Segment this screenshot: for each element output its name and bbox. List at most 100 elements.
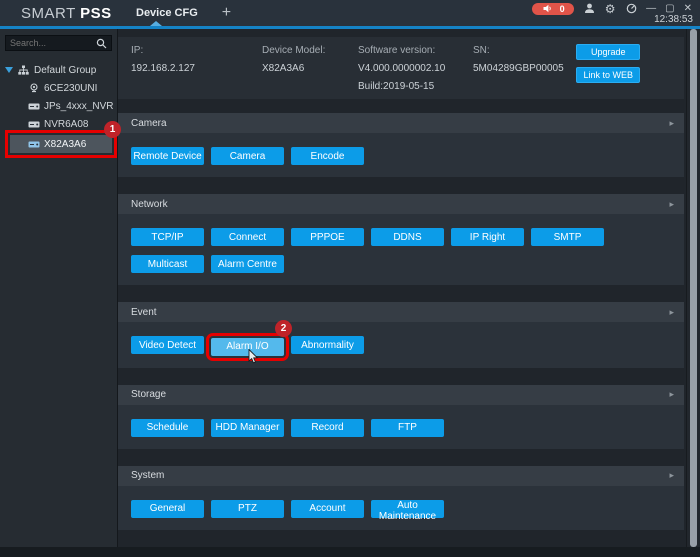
alarm-io-button[interactable]: Alarm I/O bbox=[206, 332, 289, 361]
mouse-cursor bbox=[248, 349, 260, 366]
chevron-right-icon[interactable]: ▸ bbox=[669, 306, 674, 317]
link-to-web-button[interactable]: Link to WEB bbox=[576, 67, 640, 83]
network-section-title: Network bbox=[131, 198, 168, 210]
gear-icon[interactable]: ⚙ bbox=[604, 1, 616, 16]
device-item-x82a3a6-selected[interactable]: 1 X82A3A6 bbox=[5, 121, 121, 158]
camera-section-header[interactable]: Camera ▸ bbox=[118, 113, 684, 133]
chevron-right-icon[interactable]: ▸ bbox=[669, 470, 674, 480]
upgrade-button[interactable]: Upgrade bbox=[576, 44, 640, 60]
pppoe-button[interactable]: PPPOE bbox=[291, 228, 364, 246]
encode-button[interactable]: Encode bbox=[291, 147, 364, 165]
notification-count: 0 bbox=[559, 3, 565, 14]
chevron-right-icon[interactable]: ▸ bbox=[669, 198, 674, 209]
account-button[interactable]: Account bbox=[291, 499, 364, 518]
section-system: System ▸ General PTZ Account Auto Mainte… bbox=[118, 465, 684, 530]
nvr-icon bbox=[28, 140, 40, 149]
auto-maintenance-button[interactable]: Auto Maintenance bbox=[371, 499, 444, 522]
event-section-header[interactable]: Event ▸ bbox=[118, 302, 684, 322]
section-network: Network ▸ TCP/IP Connect PPPOE DDNS IP R… bbox=[118, 194, 684, 285]
device-label: 6CE230UNI bbox=[44, 82, 98, 94]
sn-value: 5M04289GBP00005 bbox=[473, 63, 564, 74]
ip-label: IP: bbox=[131, 45, 144, 56]
close-button[interactable]: ✕ bbox=[683, 2, 692, 14]
section-camera: Camera ▸ Remote Device Camera Encode bbox=[118, 113, 684, 177]
device-item-jps-4xxx-nvr[interactable]: JPs_4xxx_NVR bbox=[0, 97, 117, 115]
nvr-icon bbox=[28, 120, 40, 129]
ptz-button[interactable]: PTZ bbox=[211, 499, 284, 518]
annotation-badge-2: 2 bbox=[275, 320, 292, 337]
device-label: NVR6A08 bbox=[44, 118, 89, 130]
device-item-6ce230uni[interactable]: 6CE230UNI bbox=[0, 79, 117, 97]
build-value: Build:2019-05-15 bbox=[358, 81, 435, 92]
accent-divider bbox=[0, 21, 700, 29]
sn-label: SN: bbox=[473, 45, 490, 56]
ftp-button[interactable]: FTP bbox=[371, 418, 444, 437]
chevron-right-icon[interactable]: ▸ bbox=[669, 117, 674, 128]
search-icon[interactable] bbox=[96, 38, 107, 49]
tab-device-cfg[interactable]: Device CFG bbox=[136, 7, 198, 19]
device-info-panel: IP: 192.168.2.127 Device Model: X82A3A6 … bbox=[118, 37, 684, 99]
search-input[interactable] bbox=[10, 38, 96, 48]
new-tab-button[interactable]: + bbox=[221, 4, 232, 21]
logo-smart: SMART bbox=[21, 4, 76, 22]
active-tab-indicator bbox=[150, 21, 162, 26]
ddns-button[interactable]: DDNS bbox=[371, 228, 444, 246]
ip-value: 192.168.2.127 bbox=[131, 63, 195, 74]
logo-pss: PSS bbox=[80, 4, 112, 22]
device-cfg-main: IP: 192.168.2.127 Device Model: X82A3A6 … bbox=[118, 29, 686, 547]
nvr-icon bbox=[28, 102, 40, 111]
tcpip-button[interactable]: TCP/IP bbox=[131, 228, 204, 246]
window-bottom-edge bbox=[0, 547, 700, 557]
storage-section-header[interactable]: Storage ▸ bbox=[118, 384, 684, 405]
alarm-io-annotation: 2 Alarm I/O bbox=[206, 320, 292, 361]
storage-section-title: Storage bbox=[131, 389, 167, 400]
titlebar-controls: 0 ⚙ — ▢ ✕ bbox=[532, 2, 692, 15]
device-label: X82A3A6 bbox=[44, 138, 87, 150]
general-button[interactable]: General bbox=[131, 499, 204, 518]
speaker-icon bbox=[542, 3, 554, 15]
model-label: Device Model: bbox=[262, 45, 326, 56]
maximize-button[interactable]: ▢ bbox=[665, 2, 675, 14]
event-section-title: Event bbox=[131, 306, 157, 318]
clock-display: 12:38:53 bbox=[654, 14, 693, 25]
vertical-scrollbar[interactable] bbox=[686, 29, 700, 547]
user-icon[interactable] bbox=[583, 3, 595, 15]
video-detect-button[interactable]: Video Detect bbox=[131, 336, 204, 354]
chevron-right-icon[interactable]: ▸ bbox=[669, 389, 674, 399]
annotation-badge-1: 1 bbox=[104, 121, 121, 138]
remote-device-button[interactable]: Remote Device bbox=[131, 147, 204, 165]
model-value: X82A3A6 bbox=[262, 63, 305, 74]
camera-section-title: Camera bbox=[131, 117, 167, 129]
titlebar: SMART PSS Device CFG + 0 ⚙ — ▢ ✕ 12:38:5… bbox=[0, 0, 700, 26]
scrollbar-thumb[interactable] bbox=[690, 29, 697, 547]
ptz-camera-icon bbox=[28, 82, 40, 94]
software-version-value: V4.000.0000002.10 bbox=[358, 63, 446, 74]
alarm-centre-button[interactable]: Alarm Centre bbox=[211, 255, 284, 273]
network-section-header[interactable]: Network ▸ bbox=[118, 194, 684, 214]
group-icon bbox=[18, 65, 29, 76]
connect-button[interactable]: Connect bbox=[211, 228, 284, 246]
record-button[interactable]: Record bbox=[291, 418, 364, 437]
alarm-notification-pill[interactable]: 0 bbox=[532, 2, 575, 15]
software-version-label: Software version: bbox=[358, 45, 436, 56]
section-event: Event ▸ Video Detect 2 Alarm I/O Abnorma… bbox=[118, 302, 684, 368]
device-label: JPs_4xxx_NVR bbox=[44, 100, 114, 112]
multicast-button[interactable]: Multicast bbox=[131, 255, 204, 273]
app-logo: SMART PSS bbox=[0, 5, 118, 22]
schedule-button[interactable]: Schedule bbox=[131, 418, 204, 437]
ip-right-button[interactable]: IP Right bbox=[451, 228, 524, 246]
minimize-button[interactable]: — bbox=[646, 2, 657, 14]
system-section-title: System bbox=[131, 470, 165, 481]
abnormality-button[interactable]: Abnormality bbox=[291, 336, 364, 354]
hdd-manager-button[interactable]: HDD Manager bbox=[211, 418, 284, 437]
tree-group-default[interactable]: Default Group bbox=[0, 61, 117, 79]
system-section-header[interactable]: System ▸ bbox=[118, 465, 684, 486]
device-tree-sidebar: Default Group 6CE230UNI JPs_4xxx_NVR NVR… bbox=[0, 29, 121, 547]
gauge-icon[interactable] bbox=[625, 3, 637, 15]
expand-triangle-icon[interactable] bbox=[5, 67, 13, 73]
smtp-button[interactable]: SMTP bbox=[531, 228, 604, 246]
group-label: Default Group bbox=[34, 64, 97, 76]
camera-button[interactable]: Camera bbox=[211, 147, 284, 165]
device-item-nvr6a08[interactable]: NVR6A08 bbox=[0, 115, 117, 133]
